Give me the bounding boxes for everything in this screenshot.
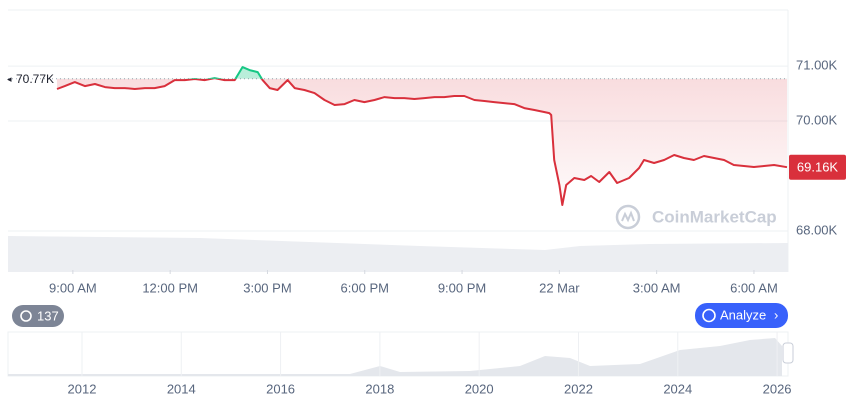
- navigator-handle[interactable]: [782, 342, 794, 364]
- navigator-tick-label: 2022: [564, 381, 593, 396]
- x-tick-label: 6:00 PM: [341, 280, 389, 295]
- navigator-tick-label: 2014: [167, 381, 196, 396]
- x-tick-label: 9:00 PM: [438, 280, 486, 295]
- x-tick-label: 12:00 PM: [142, 280, 198, 295]
- navigator-tick-label: 2026: [763, 381, 792, 396]
- reference-pointer: ◂: [7, 74, 12, 84]
- current-price-label: 69.16K: [797, 160, 839, 175]
- y-tick-label: 71.00K: [796, 58, 838, 73]
- y-tick-label: 68.00K: [796, 222, 838, 237]
- analyze-button[interactable]: [695, 303, 788, 328]
- watermark-logo: [615, 204, 641, 230]
- analyze-label: Analyze: [720, 307, 766, 322]
- price-line: [56, 78, 788, 206]
- y-tick-label: 70.00K: [796, 112, 838, 127]
- x-tick-label: 9:00 AM: [49, 280, 97, 295]
- navigator-area: [8, 338, 782, 376]
- navigator-tick-label: 2016: [266, 381, 295, 396]
- x-tick-label: 22 Mar: [539, 280, 580, 295]
- watermark: CoinMarketCap: [652, 207, 777, 226]
- analyze-arrow: ›: [774, 307, 778, 322]
- x-tick-label: 3:00 AM: [633, 280, 681, 295]
- reference-label: 70.77K: [16, 72, 54, 86]
- x-tick-label: 3:00 PM: [243, 280, 291, 295]
- analyze-icon: [702, 308, 716, 323]
- history-count: 137: [37, 308, 59, 323]
- history-icon: [20, 310, 32, 322]
- navigator-tick-label: 2012: [68, 381, 97, 396]
- navigator-tick-label: 2024: [663, 381, 692, 396]
- navigator-tick-label: 2018: [365, 381, 394, 396]
- area-below: [56, 78, 788, 205]
- current-price-box: [789, 154, 846, 180]
- navigator-tick-label: 2020: [465, 381, 494, 396]
- volume-area: [8, 236, 788, 272]
- x-tick-label: 6:00 AM: [730, 280, 778, 295]
- navigator: 2012 2014 2016 2018 2020 2022 2024 2026: [68, 332, 792, 396]
- plot: [8, 65, 788, 274]
